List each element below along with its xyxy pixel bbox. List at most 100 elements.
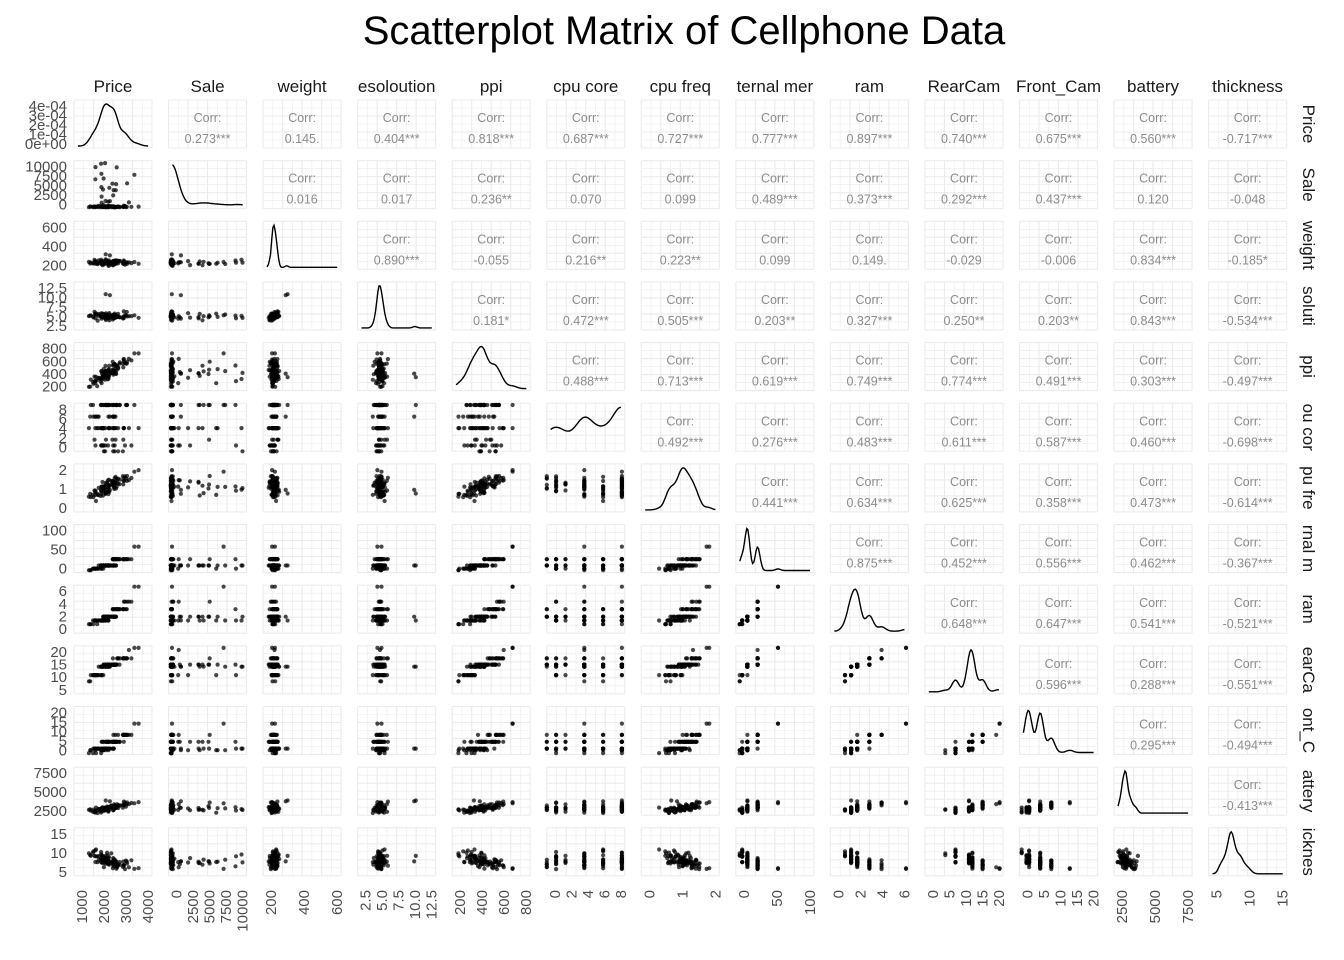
- scatter-point: [510, 426, 515, 431]
- scatter-point: [272, 351, 277, 356]
- scatter-point: [457, 491, 462, 496]
- scatter-point: [457, 426, 462, 431]
- scatter-point: [385, 357, 390, 362]
- scatter-point: [132, 469, 137, 474]
- correlation-value: 0.250**: [943, 314, 984, 328]
- scatter-point: [177, 315, 182, 320]
- scatter-point: [177, 443, 182, 448]
- correlation-label: Corr:: [1139, 718, 1167, 732]
- scatter-point: [107, 487, 112, 492]
- scatter-point: [129, 261, 134, 266]
- scatter-point: [239, 376, 244, 382]
- scatter-point: [93, 566, 98, 571]
- scatter-point: [123, 402, 128, 408]
- scatter-point: [101, 426, 106, 431]
- scatter-point: [239, 257, 244, 262]
- correlation-value: 0.505***: [657, 314, 703, 328]
- scatter-point: [493, 449, 498, 454]
- scatter-point: [480, 478, 485, 483]
- scatter-point: [499, 443, 504, 448]
- scatter-point: [271, 368, 276, 373]
- scatter-point: [136, 351, 141, 356]
- scatter-point: [200, 263, 205, 268]
- correlation-value: -0.717***: [1223, 132, 1273, 146]
- scatter-point: [100, 493, 106, 498]
- scatter-point: [106, 426, 112, 431]
- scatter-point: [200, 318, 205, 323]
- correlation-label: Corr:: [1139, 596, 1167, 610]
- scatter-point: [544, 482, 549, 487]
- scatter-point: [221, 469, 226, 474]
- scatter-point: [474, 493, 479, 498]
- scatter-point: [206, 315, 211, 320]
- scatter-point: [374, 443, 379, 448]
- scatter-point: [103, 437, 109, 442]
- scatter-point: [93, 498, 99, 504]
- correlation-label: Corr:: [1045, 414, 1073, 428]
- scatter-point: [112, 361, 117, 367]
- scatter-point: [277, 402, 282, 408]
- scatter-point: [492, 414, 497, 419]
- scatter-point: [479, 482, 484, 487]
- scatter-point: [114, 402, 119, 408]
- scatter-point: [99, 171, 104, 176]
- scatter-point: [482, 489, 487, 494]
- scatter-point: [275, 437, 280, 442]
- scatter-point: [619, 486, 625, 491]
- correlation-label: Corr:: [477, 111, 505, 125]
- scatter-point: [200, 363, 205, 368]
- scatter-point: [95, 312, 100, 317]
- scatter-point: [176, 381, 181, 386]
- scatter-point: [112, 563, 117, 568]
- scatter-point: [168, 377, 174, 382]
- scatter-point: [88, 491, 93, 496]
- scatter-point: [168, 449, 173, 454]
- scatter-point: [95, 491, 100, 496]
- scatter-point: [122, 313, 128, 318]
- scatter-point: [176, 426, 181, 431]
- scatter-point: [462, 426, 467, 431]
- scatter-point: [490, 443, 495, 448]
- scatter-point: [169, 358, 174, 363]
- scatter-point: [283, 293, 288, 298]
- correlation-value: 0.099: [665, 193, 696, 207]
- correlation-label: Corr:: [761, 232, 789, 246]
- scatter-point: [122, 443, 128, 448]
- scatter-point: [96, 414, 101, 419]
- correlation-value: 0.303***: [1130, 375, 1176, 389]
- scatter-point: [121, 482, 126, 487]
- scatter-point: [601, 487, 606, 492]
- scatter-point: [186, 485, 191, 490]
- scatter-point: [283, 371, 288, 376]
- scatter-point: [93, 260, 98, 265]
- scatter-point: [233, 260, 239, 265]
- correlation-label: Corr:: [856, 232, 884, 246]
- scatter-point: [136, 426, 141, 431]
- scatter-point: [215, 484, 220, 489]
- correlation-value: 0.560***: [1130, 132, 1176, 146]
- correlation-value: -0.534***: [1223, 314, 1273, 328]
- scatter-point: [277, 368, 282, 374]
- correlation-value: 0.541***: [1130, 617, 1176, 631]
- correlation-value: 0.687***: [563, 132, 609, 146]
- correlation-label: Corr:: [761, 414, 789, 428]
- scatter-point: [376, 437, 382, 442]
- scatter-point: [379, 351, 384, 356]
- correlation-value: 0.358***: [1036, 496, 1082, 510]
- correlation-label: Corr:: [1139, 232, 1167, 246]
- scatter-point: [382, 443, 387, 448]
- scatter-point: [168, 258, 173, 264]
- scatter-point: [371, 363, 376, 368]
- scatter-point: [111, 193, 116, 198]
- scatter-point: [88, 261, 93, 266]
- correlation-label: Corr:: [761, 475, 789, 489]
- scatter-point: [169, 544, 175, 549]
- scatter-point: [103, 402, 108, 408]
- scatter-point: [132, 402, 137, 408]
- scatter-point: [485, 426, 490, 431]
- scatter-point: [497, 426, 502, 431]
- scatter-point: [382, 498, 387, 504]
- scatter-point: [375, 351, 380, 356]
